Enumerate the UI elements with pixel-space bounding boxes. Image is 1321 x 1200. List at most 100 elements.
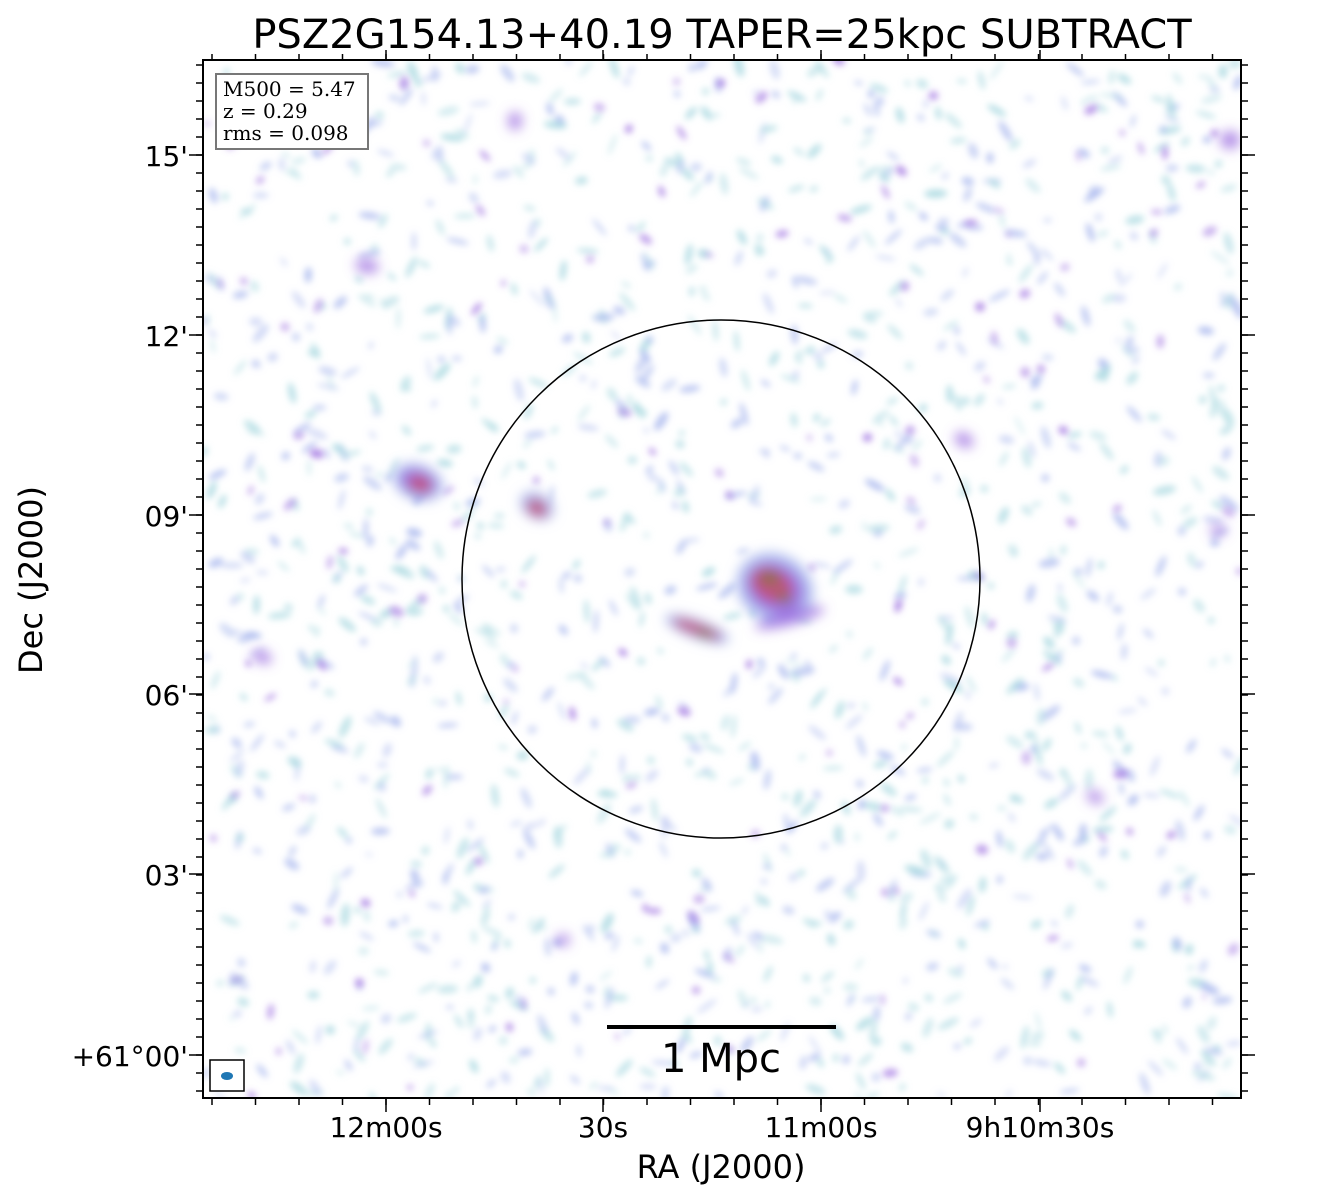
- noise-speckle: [486, 234, 494, 252]
- noise-speckle: [473, 375, 479, 388]
- noise-speckle: [978, 876, 987, 893]
- y-tick-label: 03': [145, 859, 188, 892]
- noise-speckle: [624, 567, 636, 577]
- noise-peak: [880, 888, 889, 897]
- noise-speckle: [453, 1086, 459, 1094]
- beam-indicator: [209, 1059, 245, 1092]
- noise-peak: [283, 498, 297, 511]
- noise-speckle: [862, 311, 884, 317]
- noise-speckle: [534, 237, 548, 252]
- noise-speckle: [442, 863, 454, 882]
- noise-speckle: [763, 965, 773, 983]
- noise-peak: [355, 978, 364, 988]
- noise-speckle: [885, 488, 896, 502]
- noise-speckle: [387, 70, 407, 78]
- noise-speckle: [627, 65, 635, 77]
- noise-speckle: [654, 411, 669, 431]
- noise-speckle: [688, 63, 696, 72]
- noise-speckle: [863, 129, 872, 135]
- noise-speckle: [454, 1014, 463, 1029]
- noise-speckle: [357, 294, 377, 307]
- noise-peak: [1202, 993, 1207, 1000]
- noise-speckle: [867, 90, 875, 98]
- noise-speckle: [394, 617, 398, 627]
- noise-speckle: [233, 1010, 242, 1018]
- noise-speckle: [1074, 721, 1081, 735]
- noise-speckle: [376, 583, 398, 592]
- noise-speckle: [682, 928, 689, 937]
- noise-speckle: [862, 647, 873, 660]
- noise-speckle: [1184, 944, 1194, 955]
- noise-speckle: [645, 769, 659, 782]
- noise-speckle: [1044, 798, 1059, 809]
- noise-speckle: [1143, 628, 1154, 639]
- noise-speckle: [719, 172, 729, 195]
- noise-speckle: [793, 452, 803, 460]
- noise-peak: [993, 207, 1005, 214]
- noise-speckle: [235, 833, 245, 842]
- noise-speckle: [675, 1037, 686, 1054]
- noise-speckle: [863, 103, 872, 117]
- noise-speckle: [483, 639, 500, 649]
- noise-speckle: [354, 276, 364, 283]
- noise-speckle: [623, 77, 631, 86]
- noise-speckle: [1218, 64, 1228, 79]
- noise-speckle: [760, 379, 771, 388]
- noise-speckle: [332, 574, 341, 583]
- noise-speckle: [832, 559, 853, 574]
- noise-speckle: [281, 152, 291, 158]
- noise-speckle: [589, 1082, 599, 1090]
- noise-speckle: [855, 958, 864, 970]
- noise-speckle: [931, 929, 938, 939]
- noise-speckle: [779, 445, 791, 452]
- noise-speckle: [1059, 1088, 1080, 1094]
- noise-peak: [983, 376, 990, 383]
- noise-speckle: [1054, 1062, 1066, 1074]
- noise-speckle: [980, 485, 989, 493]
- noise-peak: [1060, 263, 1070, 272]
- noise-speckle: [492, 169, 513, 179]
- noise-speckle: [465, 858, 477, 875]
- noise-speckle: [451, 356, 462, 361]
- noise-speckle: [508, 1056, 520, 1064]
- noise-speckle: [833, 293, 848, 303]
- noise-speckle: [239, 578, 251, 583]
- info-rms: rms = 0.098: [223, 121, 349, 145]
- noise-speckle: [310, 680, 318, 688]
- noise-speckle: [252, 192, 269, 198]
- noise-speckle: [1054, 282, 1065, 297]
- noise-speckle: [1016, 328, 1030, 345]
- noise-speckle: [865, 524, 890, 532]
- noise-peak: [906, 712, 914, 720]
- noise-speckle: [763, 769, 772, 790]
- noise-speckle: [252, 324, 269, 343]
- noise-peak: [280, 322, 290, 332]
- noise-speckle: [787, 90, 807, 102]
- noise-speckle: [1076, 975, 1083, 991]
- noise-peak: [603, 519, 610, 526]
- radio-source: [508, 112, 522, 130]
- noise-peak: [909, 454, 919, 467]
- noise-speckle: [684, 243, 693, 266]
- noise-speckle: [869, 1019, 877, 1043]
- noise-speckle: [438, 700, 448, 706]
- noise-speckle: [1022, 158, 1037, 169]
- noise-speckle: [953, 1043, 961, 1049]
- noise-speckle: [957, 964, 964, 973]
- noise-speckle: [491, 783, 499, 808]
- noise-speckle: [640, 349, 651, 364]
- noise-speckle: [624, 849, 631, 856]
- noise-speckle: [426, 903, 443, 909]
- noise-speckle: [879, 171, 890, 183]
- noise-speckle: [234, 1048, 246, 1053]
- noise-speckle: [899, 917, 908, 930]
- noise-speckle: [322, 448, 331, 459]
- noise-speckle: [410, 869, 420, 881]
- noise-speckle: [996, 875, 1003, 884]
- noise-speckle: [482, 565, 495, 578]
- noise-speckle: [781, 793, 789, 800]
- noise-peak: [585, 255, 595, 264]
- noise-speckle: [807, 143, 822, 159]
- noise-speckle: [696, 582, 718, 591]
- noise-speckle: [499, 653, 510, 667]
